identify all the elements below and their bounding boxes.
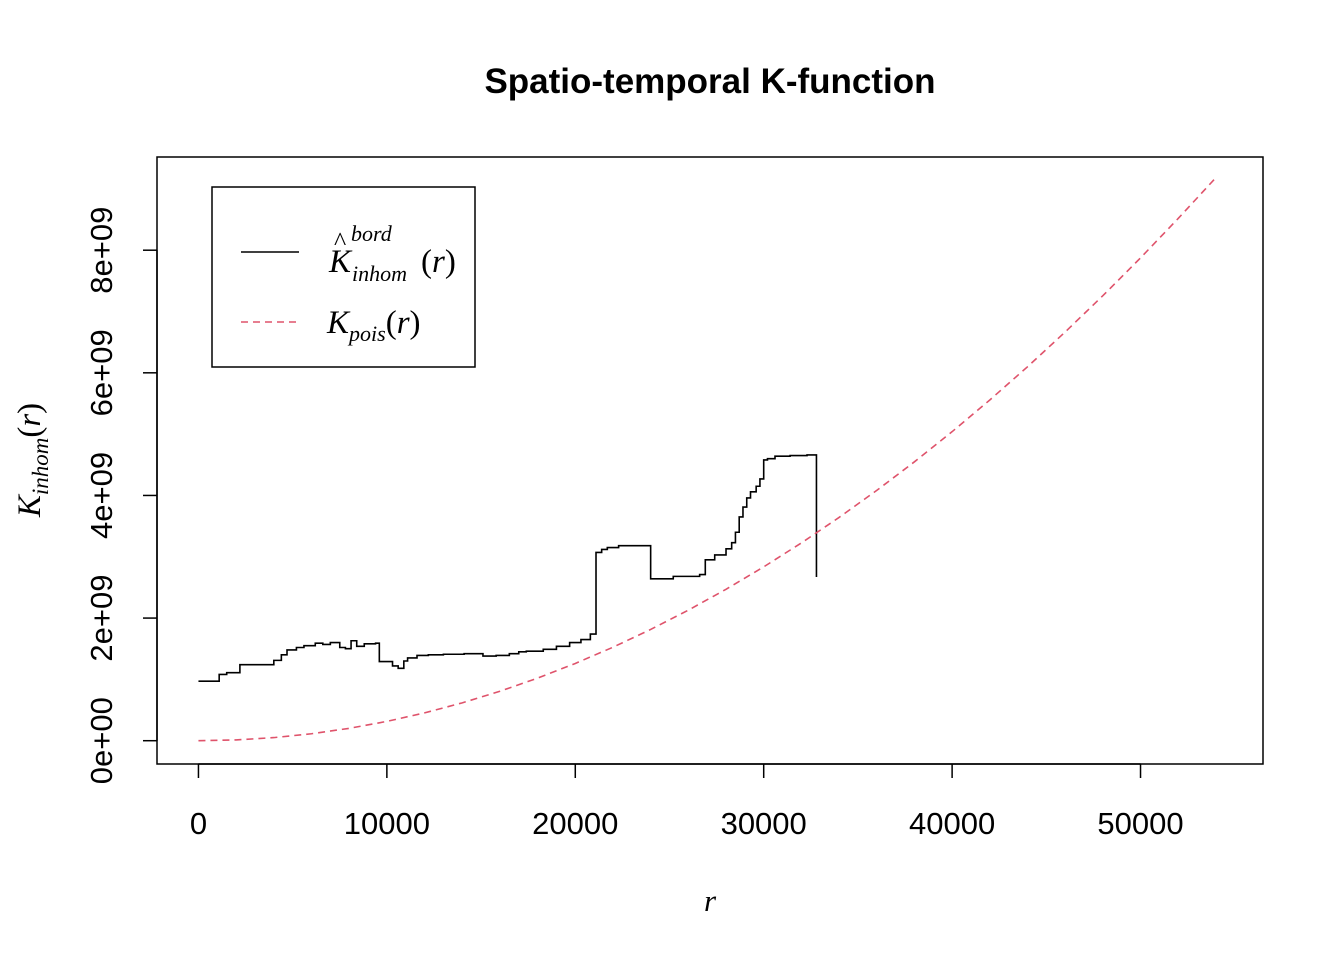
y-axis-label-subscript: inhom [28, 438, 53, 496]
legend-k-inhom-superscript: bord [351, 221, 393, 246]
x-tick-label: 20000 [532, 806, 618, 841]
series-k-inhom-bord-line [198, 454, 818, 683]
y-tick-label: 8e+09 [84, 207, 119, 294]
x-tick-label: 10000 [344, 806, 430, 841]
legend-k-inhom-base: K [328, 244, 353, 280]
series-layer [198, 179, 1215, 742]
y-axis: 0e+00 2e+09 4e+09 6e+09 8e+09 [84, 207, 158, 784]
y-axis-label-main: K [12, 493, 48, 518]
x-tick-label: 30000 [721, 806, 807, 841]
x-tick-label: 50000 [1097, 806, 1183, 841]
chart-title: Spatio-temporal K-function [484, 62, 935, 101]
legend-label-k-pois: Kpois(r) [326, 305, 421, 346]
x-tick-label: 0 [190, 806, 207, 841]
legend-box [211, 186, 476, 368]
series-k-pois-line [198, 179, 1215, 742]
legend: K ^ bord inhom (r) Kpois(r) [211, 186, 476, 368]
x-tick-label: 40000 [909, 806, 995, 841]
y-axis-label-paren-open: ( [12, 427, 48, 438]
x-axis: 0 10000 20000 30000 40000 50000 [190, 763, 1184, 841]
legend-k-inhom-args: (r) [421, 244, 456, 280]
y-axis-label-arg: r [12, 414, 48, 427]
y-axis-label-paren-close: ) [12, 403, 48, 414]
y-tick-label: 2e+09 [84, 575, 119, 662]
y-axis-label: Kinhom(r) [12, 403, 53, 518]
legend-hat-mark: ^ [334, 227, 346, 256]
legend-k-inhom-subscript: inhom [352, 261, 407, 286]
y-tick-label: 0e+00 [84, 697, 119, 784]
y-tick-label: 4e+09 [84, 452, 119, 539]
legend-label-k-inhom-bord: K [328, 244, 353, 280]
y-tick-label: 6e+09 [84, 329, 119, 416]
x-axis-label: r [704, 883, 717, 918]
